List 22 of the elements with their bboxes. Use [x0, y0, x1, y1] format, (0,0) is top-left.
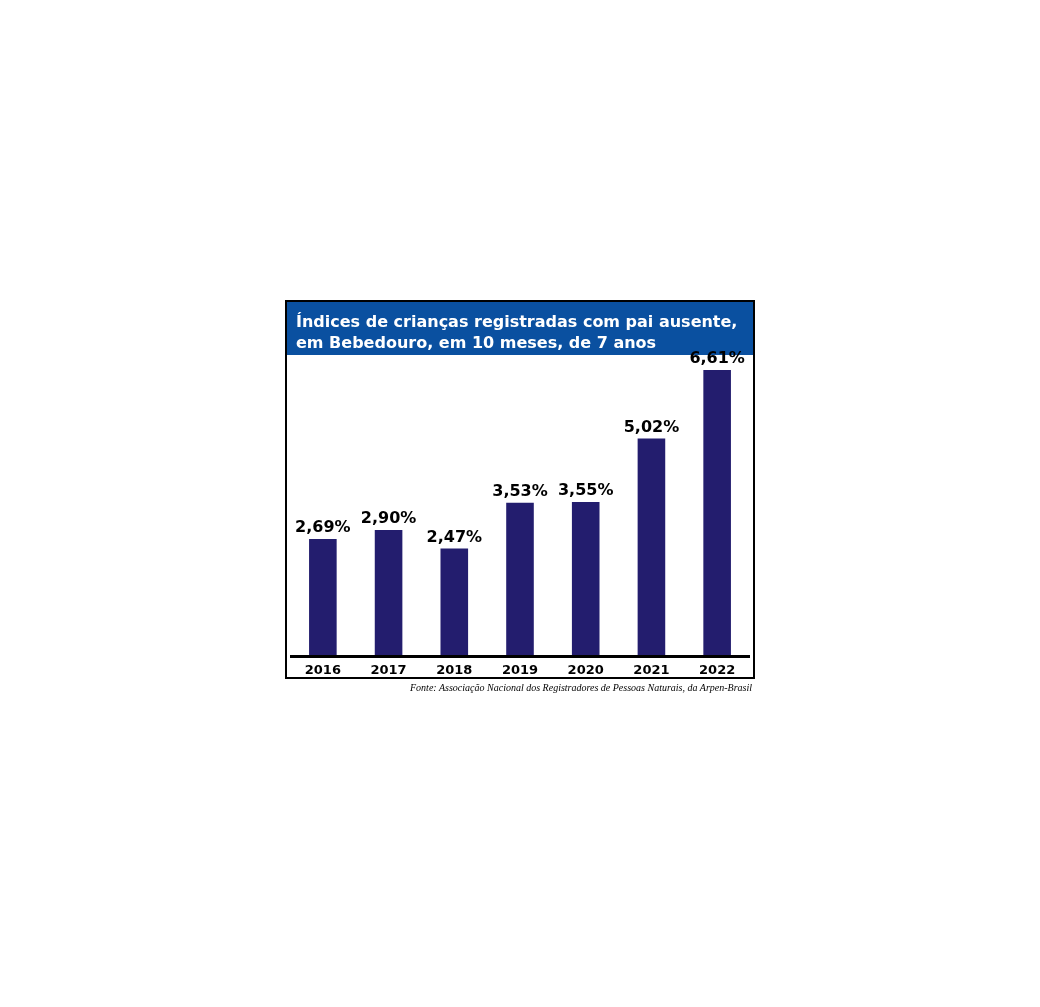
- data-label: 2,90%: [360, 507, 417, 527]
- x-tick-label: 2021: [633, 661, 670, 677]
- x-tick-label: 2020: [567, 661, 604, 677]
- bar: [309, 539, 337, 655]
- data-label: 2,69%: [295, 517, 351, 537]
- source-note: Fonte: Associação Nacional dos Registradores de Pessoas Naturais, da Arpen-Brasil: [409, 682, 753, 693]
- bar: [571, 501, 600, 655]
- bar: [440, 548, 469, 655]
- x-tick-label: 2016: [304, 661, 341, 677]
- bar: [506, 502, 534, 655]
- bar: [703, 370, 731, 655]
- data-label: 3,53%: [492, 480, 548, 500]
- bar: [374, 529, 403, 655]
- data-label: 2,47%: [426, 526, 483, 546]
- bar: [637, 438, 666, 655]
- x-tick-label: 2018: [436, 661, 473, 677]
- chart-title: Índices de crianças registradas com pai ausente, em Bebedouro, em 10 meses, de 7 anos: [296, 312, 738, 352]
- x-tick-label: 2017: [370, 661, 407, 677]
- data-label: 3,55%: [557, 479, 614, 499]
- x-tick-label: 2019: [501, 661, 539, 677]
- data-label: 5,02%: [623, 416, 680, 436]
- x-tick-label: 2022: [699, 661, 736, 677]
